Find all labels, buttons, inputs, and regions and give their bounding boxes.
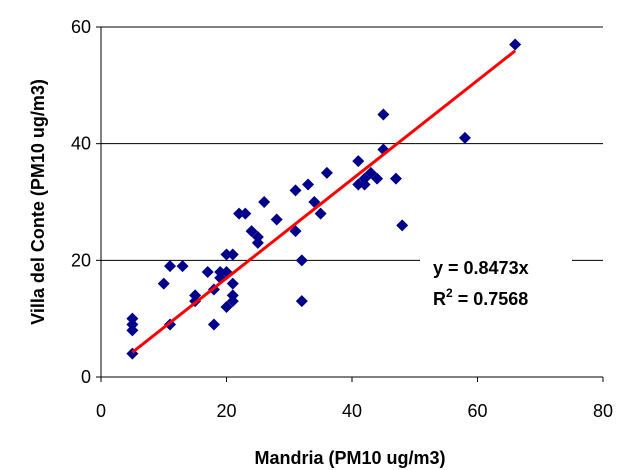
data-point (164, 260, 177, 273)
r-squared-prefix: R (433, 289, 446, 309)
data-point (320, 166, 333, 179)
y-tick-label-60: 60 (71, 17, 91, 37)
data-point (176, 260, 189, 273)
data-point (157, 277, 170, 290)
y-axis-title: Villa del Conte (PM10 ug/m3) (28, 79, 48, 325)
trendline (131, 49, 517, 354)
r-squared-label: R2 = 0.7568 (433, 286, 528, 309)
data-point (226, 289, 239, 302)
x-axis-title: Mandria (PM10 ug/m3) (254, 448, 445, 468)
data-point (220, 248, 233, 261)
y-tick-label-40: 40 (71, 134, 91, 154)
x-tick-label-20: 20 (216, 401, 236, 421)
data-point (295, 254, 308, 267)
x-tick-label-80: 80 (593, 401, 613, 421)
data-point (314, 207, 327, 220)
y-axis-tick-labels: 0 20 40 60 (71, 17, 91, 387)
data-point (289, 184, 302, 197)
data-point (389, 172, 402, 185)
x-tick-label-40: 40 (342, 401, 362, 421)
x-axis-tick-labels: 0 20 40 60 80 (96, 401, 613, 421)
r-squared-exponent: 2 (446, 286, 453, 300)
x-tick-label-0: 0 (96, 401, 106, 421)
data-point (245, 225, 258, 238)
data-point (352, 155, 365, 168)
data-point (214, 266, 227, 278)
data-point (302, 178, 315, 191)
data-point (364, 166, 377, 179)
data-point (377, 108, 390, 121)
r-squared-value: = 0.7568 (453, 289, 529, 309)
data-point (295, 295, 308, 308)
data-point (371, 172, 384, 185)
data-point (226, 277, 239, 290)
data-point (233, 207, 246, 220)
data-point (201, 266, 214, 278)
data-points (126, 38, 522, 360)
gridlines (101, 26, 603, 261)
data-point (396, 219, 409, 232)
data-point (289, 225, 302, 238)
data-point (251, 231, 264, 243)
data-point (189, 289, 202, 302)
data-point (207, 318, 220, 331)
x-tick-label-60: 60 (467, 401, 487, 421)
trendline-equation: y = 0.8473x (433, 258, 529, 278)
data-point (352, 178, 365, 191)
equation-box-background (420, 248, 572, 320)
data-point (509, 38, 522, 51)
data-point (270, 213, 283, 226)
data-point (258, 196, 271, 208)
data-point (458, 131, 471, 144)
y-tick-label-20: 20 (71, 250, 91, 270)
y-tick-label-0: 0 (81, 367, 91, 387)
data-point (226, 248, 239, 261)
data-point (126, 312, 139, 325)
data-point (220, 301, 233, 313)
axes (96, 26, 604, 382)
data-point (239, 207, 252, 220)
data-point (358, 172, 371, 185)
